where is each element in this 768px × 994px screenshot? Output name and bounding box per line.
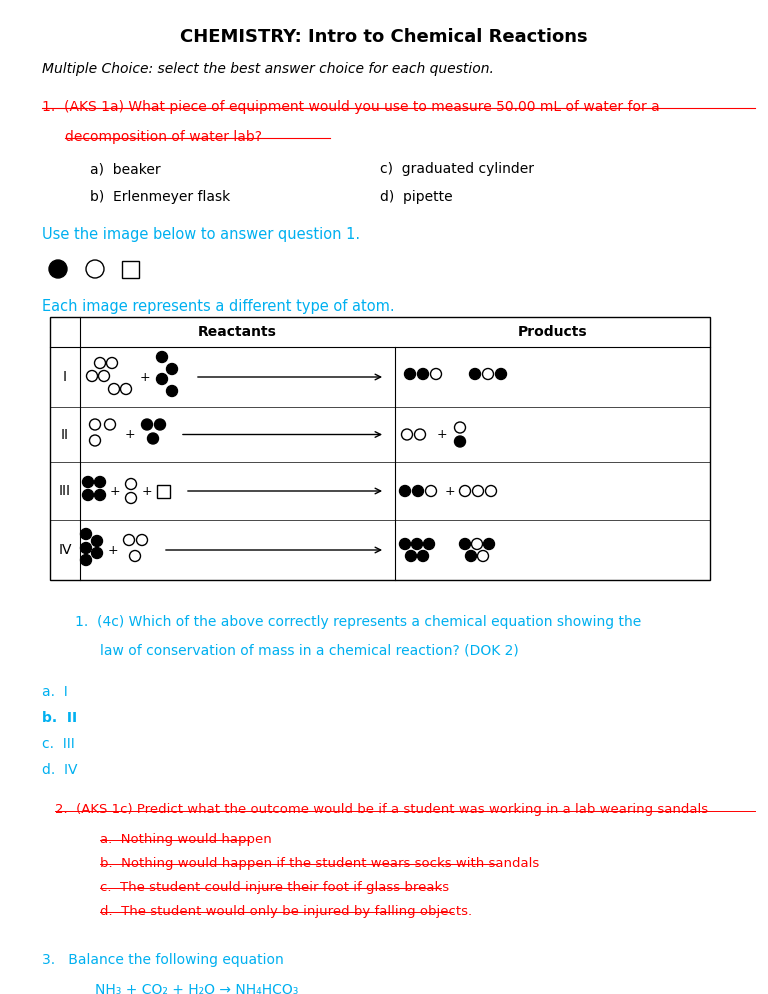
Text: d.  IV: d. IV (42, 763, 78, 777)
Circle shape (423, 539, 435, 550)
Circle shape (82, 489, 94, 501)
Text: law of conservation of mass in a chemical reaction? (DOK 2): law of conservation of mass in a chemica… (100, 643, 518, 657)
Text: +: + (445, 484, 455, 498)
Text: +: + (437, 428, 447, 441)
Circle shape (94, 489, 105, 501)
Circle shape (406, 551, 416, 562)
Circle shape (484, 539, 495, 550)
Circle shape (418, 369, 429, 380)
Text: Each image represents a different type of atom.: Each image represents a different type o… (42, 299, 395, 314)
Bar (50, 317, 710, 580)
Circle shape (154, 419, 165, 430)
Text: 1.  (AKS 1a) What piece of equipment would you use to measure 50.00 mL of water : 1. (AKS 1a) What piece of equipment woul… (42, 100, 660, 114)
Circle shape (405, 369, 415, 380)
Text: +: + (108, 544, 118, 557)
Circle shape (465, 551, 476, 562)
Text: d)  pipette: d) pipette (380, 190, 452, 204)
Text: b)  Erlenmeyer flask: b) Erlenmeyer flask (90, 190, 230, 204)
Text: III: III (59, 484, 71, 498)
Bar (121, 260, 138, 277)
Text: CHEMISTRY: Intro to Chemical Reactions: CHEMISTRY: Intro to Chemical Reactions (180, 28, 588, 46)
Text: decomposition of water lab?: decomposition of water lab? (65, 130, 262, 144)
Text: b.  Nothing would happen if the student wears socks with sandals: b. Nothing would happen if the student w… (100, 857, 539, 870)
Text: b.  II: b. II (42, 711, 77, 725)
Text: NH₃ + CO₂ + H₂O → NH₄HCO₃: NH₃ + CO₂ + H₂O → NH₄HCO₃ (95, 983, 299, 994)
Circle shape (81, 543, 91, 554)
Text: +: + (110, 484, 121, 498)
Text: a.  I: a. I (42, 685, 68, 699)
Circle shape (412, 539, 422, 550)
Text: IV: IV (58, 543, 71, 557)
Circle shape (81, 529, 91, 540)
Text: d.  The student would only be injured by falling objects.: d. The student would only be injured by … (100, 905, 472, 918)
Circle shape (459, 539, 471, 550)
Text: +: + (140, 371, 151, 384)
Text: Use the image below to answer question 1.: Use the image below to answer question 1… (42, 227, 360, 242)
Text: II: II (61, 427, 69, 441)
Circle shape (399, 485, 411, 496)
Circle shape (418, 551, 429, 562)
Text: Products: Products (518, 325, 588, 339)
Circle shape (141, 419, 153, 430)
Circle shape (49, 260, 67, 278)
Circle shape (91, 548, 102, 559)
Bar (157, 484, 170, 498)
Circle shape (399, 539, 411, 550)
Circle shape (167, 386, 177, 397)
Circle shape (91, 536, 102, 547)
Circle shape (157, 374, 167, 385)
Text: a.  Nothing would happen: a. Nothing would happen (100, 833, 272, 846)
Text: 1.  (4c) Which of the above correctly represents a chemical equation showing the: 1. (4c) Which of the above correctly rep… (75, 615, 641, 629)
Text: c)  graduated cylinder: c) graduated cylinder (380, 162, 534, 176)
Text: 3.   Balance the following equation: 3. Balance the following equation (42, 953, 283, 967)
Circle shape (167, 364, 177, 375)
Text: c.  III: c. III (42, 737, 74, 751)
Circle shape (147, 433, 158, 444)
Text: a)  beaker: a) beaker (90, 162, 161, 176)
Text: c.  The student could injure their foot if glass breaks: c. The student could injure their foot i… (100, 881, 449, 894)
Circle shape (81, 555, 91, 566)
Text: Reactants: Reactants (198, 325, 277, 339)
Text: +: + (141, 484, 152, 498)
Text: 2.  (AKS 1c) Predict what the outcome would be if a student was working in a lab: 2. (AKS 1c) Predict what the outcome wou… (55, 803, 708, 816)
Circle shape (495, 369, 507, 380)
Circle shape (412, 485, 423, 496)
Text: Multiple Choice: select the best answer choice for each question.: Multiple Choice: select the best answer … (42, 62, 494, 76)
Circle shape (94, 476, 105, 487)
Circle shape (82, 476, 94, 487)
Circle shape (455, 436, 465, 447)
Text: I: I (63, 370, 67, 384)
Circle shape (469, 369, 481, 380)
Text: +: + (124, 428, 135, 441)
Circle shape (157, 352, 167, 363)
